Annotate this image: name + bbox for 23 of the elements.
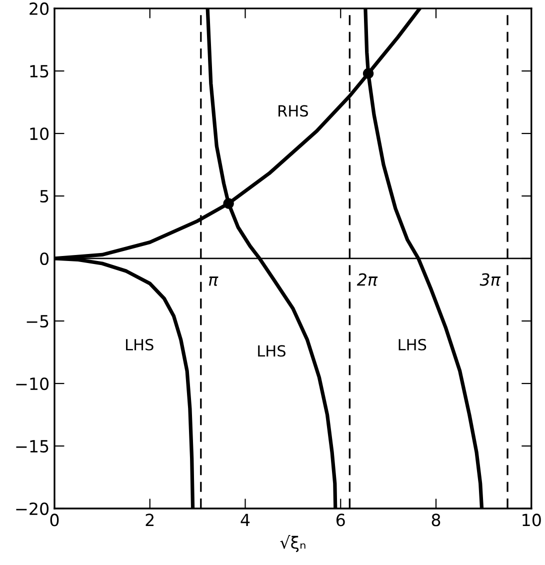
- series-label: LHS: [258, 345, 286, 357]
- y-tick-label: −10: [16, 377, 49, 390]
- series-label: LHS: [126, 338, 154, 350]
- ref-line-label: 2π: [356, 273, 378, 286]
- y-tick-label: 20: [30, 2, 49, 16]
- x-tick-label: 8: [432, 514, 440, 526]
- series-label: RHS: [278, 105, 308, 117]
- y-tick-label: −5: [26, 315, 48, 328]
- series-label: LHS: [398, 338, 426, 350]
- ref-line-label: 3π: [480, 273, 501, 286]
- x-tick-label: 4: [240, 514, 250, 526]
- x-tick-label: 0: [50, 514, 59, 526]
- x-tick-label: 2: [146, 514, 154, 526]
- y-tick-label: 15: [30, 65, 48, 78]
- x-axis-title: √ξₙ: [280, 535, 306, 552]
- y-tick-label: −20: [16, 502, 49, 516]
- x-tick-label: 6: [336, 514, 345, 526]
- ref-line-label: π: [208, 276, 218, 286]
- y-tick-label: 10: [30, 127, 49, 140]
- x-tick-label: 10: [522, 514, 541, 526]
- y-tick-label: −15: [16, 440, 48, 453]
- y-tick-label: 5: [40, 190, 48, 203]
- y-tick-label: 0: [40, 252, 49, 266]
